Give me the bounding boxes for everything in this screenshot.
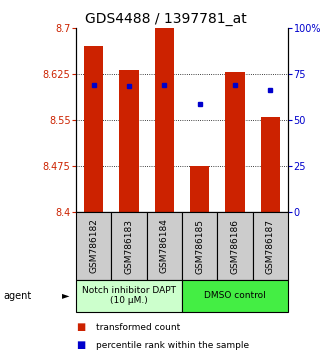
Text: GSM786184: GSM786184 bbox=[160, 218, 169, 274]
Text: agent: agent bbox=[3, 291, 31, 301]
Bar bbox=[225, 73, 245, 212]
Bar bbox=[84, 46, 104, 212]
Text: GDS4488 / 1397781_at: GDS4488 / 1397781_at bbox=[85, 12, 246, 27]
Bar bbox=[182, 280, 288, 312]
Text: GSM786185: GSM786185 bbox=[195, 218, 204, 274]
Text: transformed count: transformed count bbox=[96, 323, 180, 332]
Bar bbox=[119, 70, 139, 212]
Bar bbox=[260, 117, 280, 212]
Text: DMSO control: DMSO control bbox=[204, 291, 266, 300]
Bar bbox=[147, 212, 182, 280]
Bar bbox=[76, 280, 182, 312]
Text: GSM786187: GSM786187 bbox=[266, 218, 275, 274]
Bar bbox=[76, 212, 112, 280]
Text: Notch inhibitor DAPT
(10 μM.): Notch inhibitor DAPT (10 μM.) bbox=[82, 286, 176, 305]
Bar bbox=[253, 212, 288, 280]
Text: ■: ■ bbox=[76, 322, 85, 332]
Bar bbox=[217, 212, 253, 280]
Text: percentile rank within the sample: percentile rank within the sample bbox=[96, 341, 249, 350]
Bar bbox=[190, 166, 210, 212]
Bar bbox=[182, 212, 217, 280]
Text: ►: ► bbox=[62, 291, 70, 301]
Bar bbox=[155, 28, 174, 212]
Text: GSM786182: GSM786182 bbox=[89, 218, 98, 274]
Bar bbox=[112, 212, 147, 280]
Text: GSM786183: GSM786183 bbox=[124, 218, 134, 274]
Text: ■: ■ bbox=[76, 340, 85, 350]
Text: GSM786186: GSM786186 bbox=[230, 218, 240, 274]
